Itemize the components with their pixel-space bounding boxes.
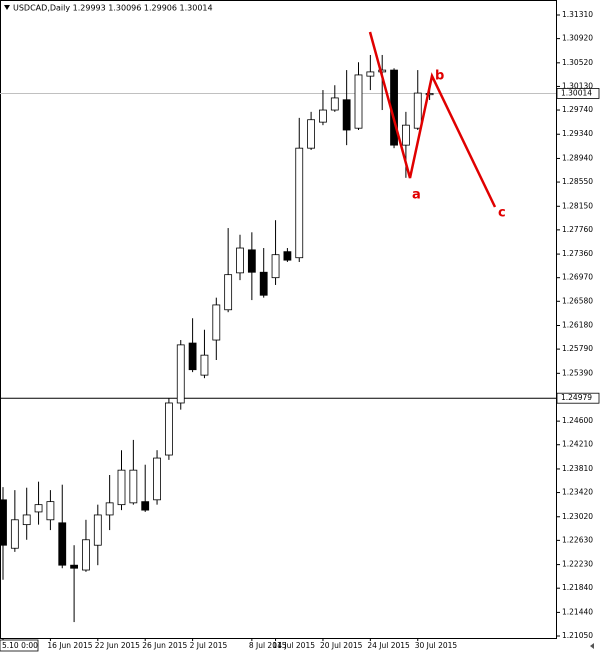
price-label: 1.30014 <box>561 88 592 97</box>
candle-body <box>46 501 55 521</box>
y-tick-label: 1.26970 <box>562 273 593 282</box>
y-tick-label: 1.22230 <box>562 560 593 569</box>
candle-body <box>200 354 209 376</box>
candle-body <box>259 271 268 296</box>
candle-body <box>413 92 422 129</box>
candle-body <box>70 564 78 569</box>
y-tick-label: 1.24210 <box>562 440 593 449</box>
x-tick-label: 5.10 0:00 <box>2 641 38 650</box>
y-tick-label: 1.29740 <box>562 105 593 114</box>
price-label: 1.24979 <box>561 393 592 402</box>
candle-body <box>319 109 327 123</box>
y-tick-label: 1.25390 <box>562 368 593 377</box>
scroll-icon <box>590 643 594 649</box>
candle-body <box>0 499 7 546</box>
y-tick-label: 1.21440 <box>562 607 593 616</box>
candle-body <box>224 274 233 311</box>
candle-body <box>58 522 67 566</box>
candle-body <box>354 74 363 129</box>
candle-body <box>247 249 256 273</box>
y-tick-label: 1.22630 <box>562 535 593 544</box>
price-label-box <box>556 392 600 404</box>
candle-body <box>188 342 197 371</box>
candle-body <box>401 124 410 146</box>
x-label-box <box>0 639 39 652</box>
x-tick-label: 14 Jul 2015 <box>273 641 316 650</box>
candle-body <box>129 469 138 504</box>
y-tick-label: 1.23420 <box>562 488 593 497</box>
x-tick-label: 20 Jul 2015 <box>320 641 363 650</box>
title-icon <box>4 5 10 10</box>
y-tick-label: 1.27760 <box>562 225 593 234</box>
y-tick-label: 1.21050 <box>562 631 593 640</box>
x-tick-label: 22 Jun 2015 <box>95 641 140 650</box>
price-label-box <box>556 88 600 99</box>
x-tick-label: 8 Jul 2015 <box>249 641 287 650</box>
candle-body <box>307 119 316 149</box>
y-tick-label: 1.28550 <box>562 177 593 186</box>
y-tick-label: 1.30130 <box>562 81 593 90</box>
plot-frame <box>0 0 557 639</box>
x-tick-label: 30 Jul 2015 <box>415 641 458 650</box>
candle-body <box>283 251 292 261</box>
candle-body <box>34 504 43 513</box>
candle-body <box>366 71 375 77</box>
candle-body <box>212 304 221 341</box>
candle-body <box>10 519 19 549</box>
x-tick-label: 16 Jun 2015 <box>47 641 92 650</box>
y-tick-label: 1.23020 <box>562 512 593 521</box>
candle-body <box>105 502 114 516</box>
candle-body <box>82 539 90 571</box>
x-tick-label: 2 Jul 2015 <box>190 641 228 650</box>
y-tick-label: 1.27360 <box>562 249 593 258</box>
chart-title: USDCAD,Daily 1.29993 1.30096 1.29906 1.3… <box>13 4 213 13</box>
candle-body <box>425 93 434 96</box>
candle-body <box>117 469 126 506</box>
candle-body <box>236 247 244 274</box>
wave-label: c <box>498 206 506 221</box>
candle-body <box>330 97 339 111</box>
candle-body <box>295 147 304 259</box>
y-tick-label: 1.31310 <box>562 10 593 19</box>
wave-line <box>368 31 497 208</box>
candle-body <box>176 344 185 404</box>
wave-label: b <box>435 69 444 84</box>
candle-body <box>141 501 150 511</box>
candle-body <box>153 457 161 501</box>
y-tick-label: 1.29340 <box>562 129 593 138</box>
y-tick-label: 1.28150 <box>562 201 593 210</box>
y-tick-label: 1.23810 <box>562 464 593 473</box>
candle-body <box>93 514 102 546</box>
y-tick-label: 1.26580 <box>562 296 593 305</box>
y-tick-label: 1.21840 <box>562 583 593 592</box>
y-tick-label: 1.28940 <box>562 153 593 162</box>
x-tick-label: 24 Jul 2015 <box>367 641 410 650</box>
candle-body <box>164 402 173 456</box>
y-tick-label: 1.30520 <box>562 58 593 67</box>
x-tick-label: 26 Jun 2015 <box>142 641 187 650</box>
y-tick-label: 1.24600 <box>562 416 593 425</box>
y-tick-label: 1.25790 <box>562 344 593 353</box>
y-tick-label: 1.26180 <box>562 321 593 330</box>
y-tick-label: 1.30920 <box>562 34 593 43</box>
candle-body <box>342 99 351 131</box>
candle-body <box>22 514 31 526</box>
wave-annotation: a b c <box>368 31 506 221</box>
candle-body <box>271 254 280 279</box>
wave-label: a <box>412 188 421 203</box>
